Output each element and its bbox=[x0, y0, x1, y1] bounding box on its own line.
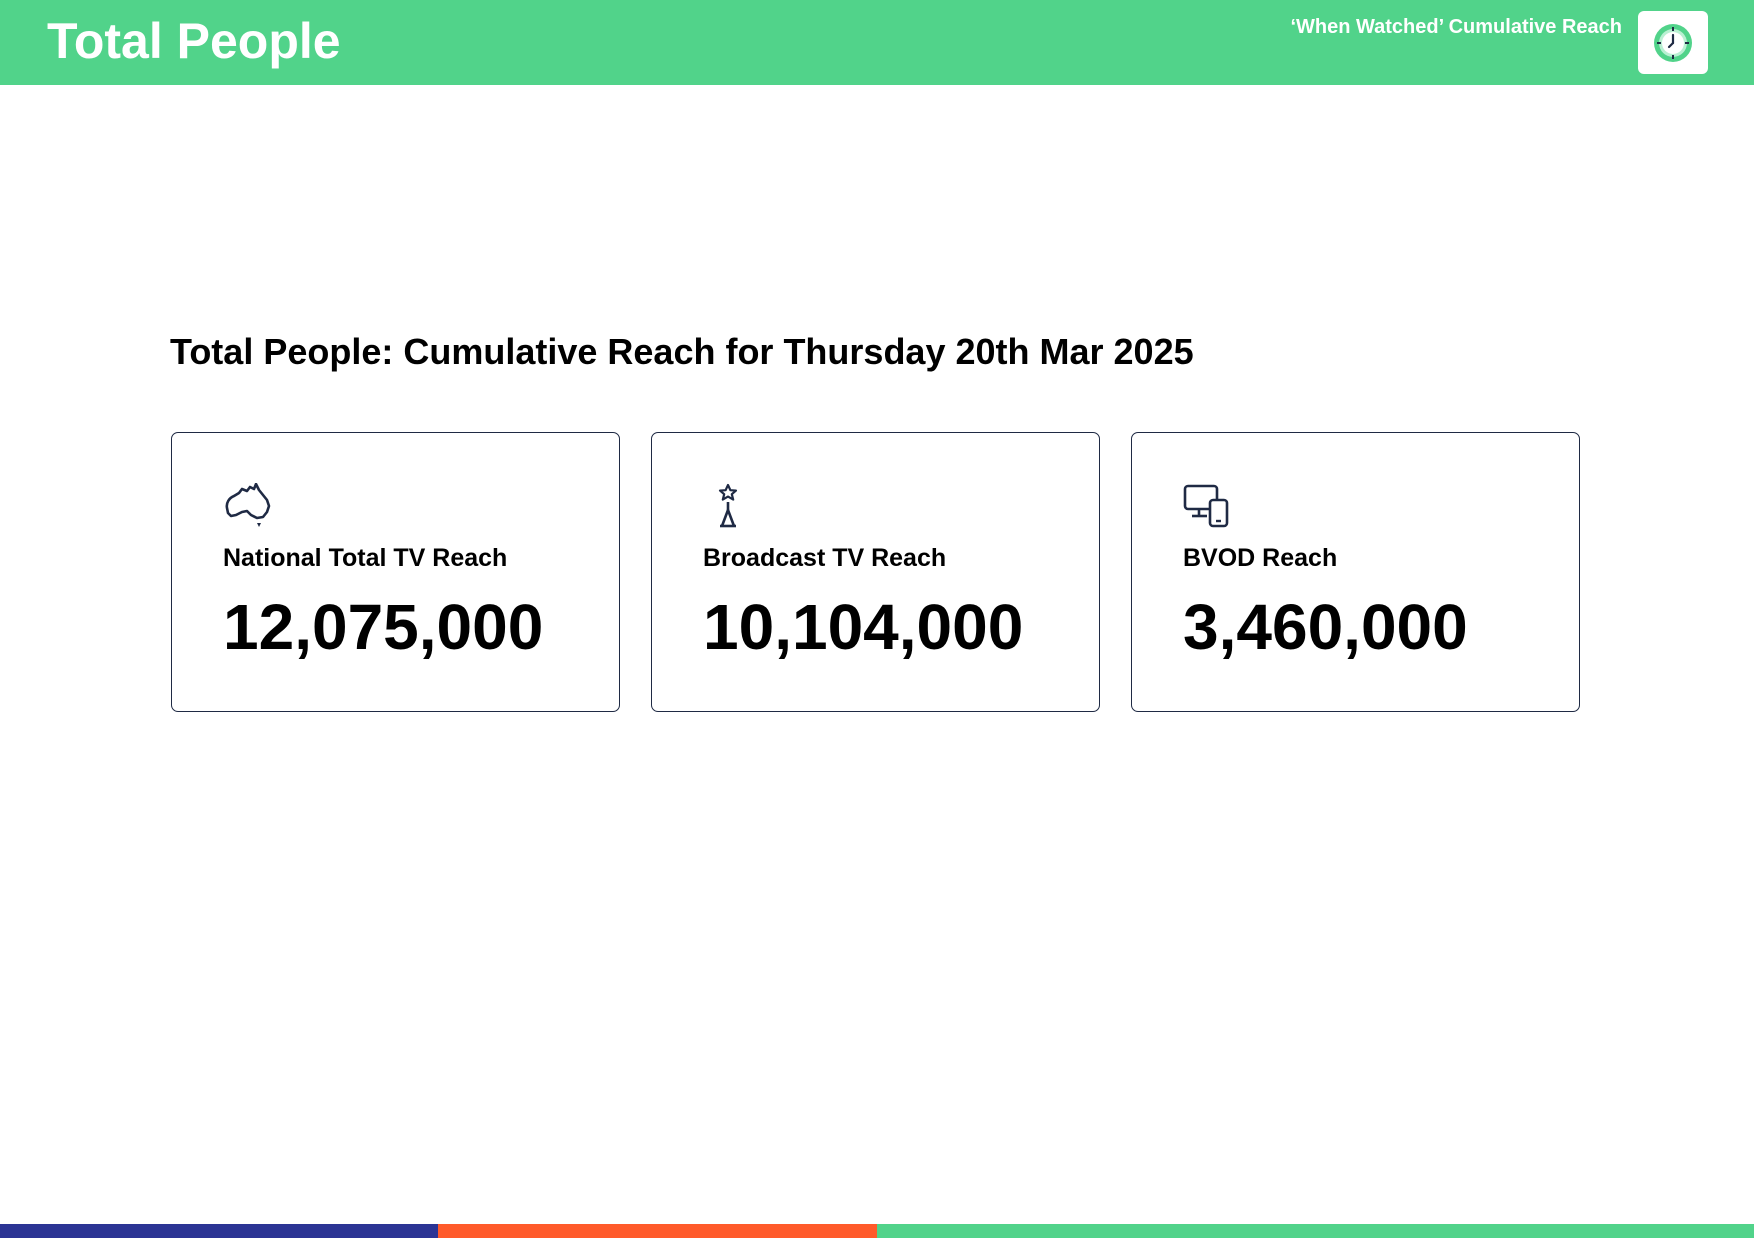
broadcast-tower-icon bbox=[718, 483, 738, 528]
clock-badge bbox=[1638, 11, 1708, 74]
card-broadcast-tv-reach: Broadcast TV Reach 10,104,000 bbox=[651, 432, 1100, 712]
clock-icon bbox=[1654, 24, 1692, 62]
card-label: Broadcast TV Reach bbox=[703, 544, 947, 572]
card-label: BVOD Reach bbox=[1183, 544, 1338, 572]
card-bvod-reach: BVOD Reach 3,460,000 bbox=[1131, 432, 1580, 712]
card-national-total-tv-reach: National Total TV Reach 12,075,000 bbox=[171, 432, 620, 712]
devices-icon bbox=[1183, 484, 1229, 528]
card-value: 10,104,000 bbox=[703, 591, 1024, 663]
footer-color-bar bbox=[0, 1224, 1754, 1238]
footer-segment-green bbox=[877, 1224, 1754, 1238]
card-value: 3,460,000 bbox=[1183, 591, 1468, 663]
footer-segment-navy bbox=[0, 1224, 438, 1238]
section-heading: Total People: Cumulative Reach for Thurs… bbox=[170, 331, 1194, 372]
australia-map-icon bbox=[225, 483, 271, 527]
card-value: 12,075,000 bbox=[223, 591, 544, 663]
card-label: National Total TV Reach bbox=[223, 544, 508, 572]
report-subtitle: ‘When Watched’ Cumulative Reach bbox=[1290, 16, 1622, 38]
page-title: Total People bbox=[47, 13, 341, 69]
header-bar: Total People ‘When Watched’ Cumulative R… bbox=[0, 0, 1754, 85]
footer-segment-orange bbox=[438, 1224, 877, 1238]
